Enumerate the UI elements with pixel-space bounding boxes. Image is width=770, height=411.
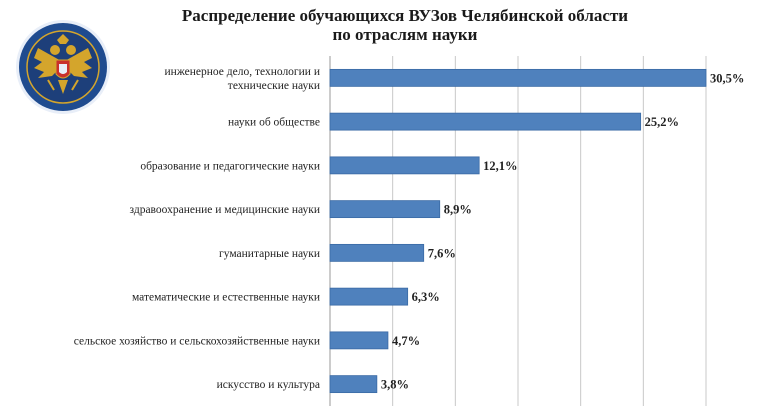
category-label-1-0: науки об обществе (228, 117, 320, 129)
value-label-2: 12,1% (483, 159, 517, 173)
category-label-5-0: математические и естественные науки (132, 292, 320, 304)
category-label-4-0: гуманитарные науки (219, 248, 320, 260)
category-label-2-0: образование и педагогические науки (140, 160, 320, 172)
bar-6 (329, 331, 389, 350)
chart-title-line-2: по отраслям науки (332, 25, 478, 44)
category-label-0-1: технические науки (228, 80, 320, 92)
value-label-1: 25,2% (645, 115, 679, 129)
bar-2 (329, 156, 480, 175)
chart-title: Распределение обучающихся ВУЗов Челябинс… (150, 6, 660, 44)
bar-0 (329, 68, 707, 87)
bar-5 (329, 287, 409, 306)
bar-4 (329, 243, 425, 262)
bar-7 (329, 375, 378, 394)
chart-title-line-1: Распределение обучающихся ВУЗов Челябинс… (181, 6, 629, 25)
value-label-0: 30,5% (710, 71, 744, 85)
value-label-7: 3,8% (381, 378, 409, 392)
category-label-0-0: инженерное дело, технологии и (165, 66, 320, 78)
emblem-icon (16, 20, 110, 114)
category-label-3-0: здравоохранение и медицинские науки (130, 204, 320, 216)
value-label-3: 8,9% (444, 203, 472, 217)
category-label-7-0: искусство и культура (217, 379, 320, 391)
value-label-4: 7,6% (428, 246, 456, 260)
bar-1 (329, 112, 642, 131)
value-label-5: 6,3% (412, 290, 440, 304)
bar-3 (329, 200, 441, 219)
category-label-6-0: сельское хозяйство и сельскохозяйственны… (74, 335, 320, 347)
value-label-6: 4,7% (392, 334, 420, 348)
